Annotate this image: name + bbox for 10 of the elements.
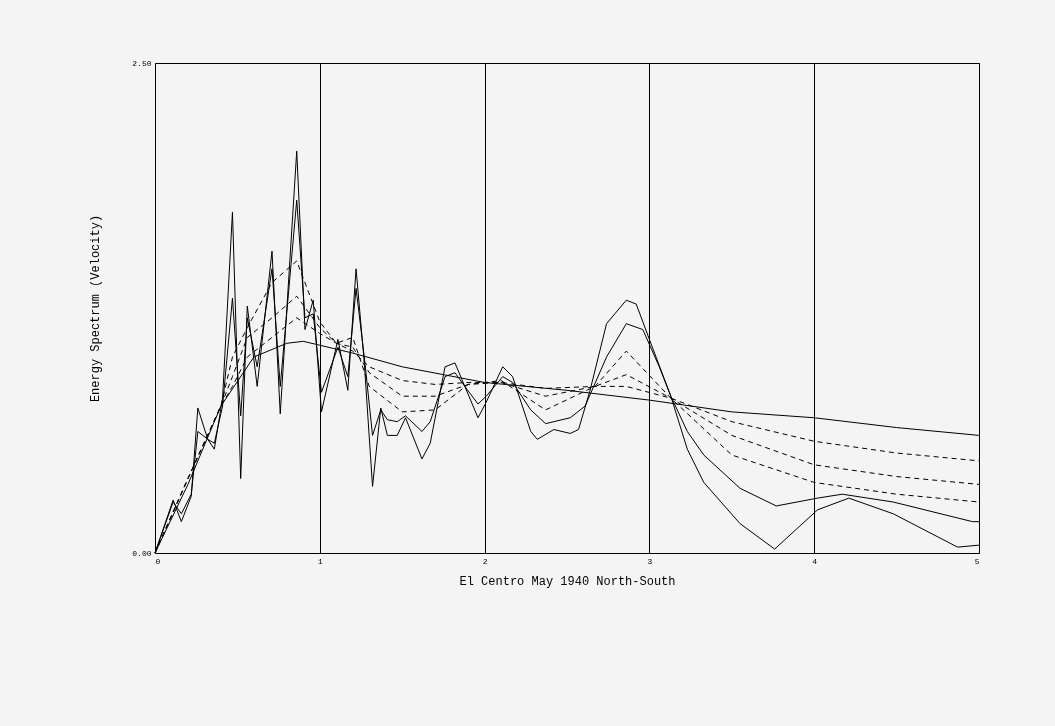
y-tick-label: 0.00 <box>132 548 152 558</box>
x-tick-label: 3 <box>647 556 653 566</box>
x-tick-label: 1 <box>317 556 323 566</box>
x-tick-label: 0 <box>155 556 161 566</box>
y-tick-label: 2.50 <box>132 58 152 68</box>
x-tick-label: 4 <box>812 556 818 566</box>
x-tick-label: 5 <box>974 556 980 566</box>
y-axis-title: Energy Spectrum (Velocity) <box>89 214 104 403</box>
x-axis-title: El Centro May 1940 North-South <box>459 574 676 589</box>
x-tick-label: 2 <box>482 556 488 566</box>
